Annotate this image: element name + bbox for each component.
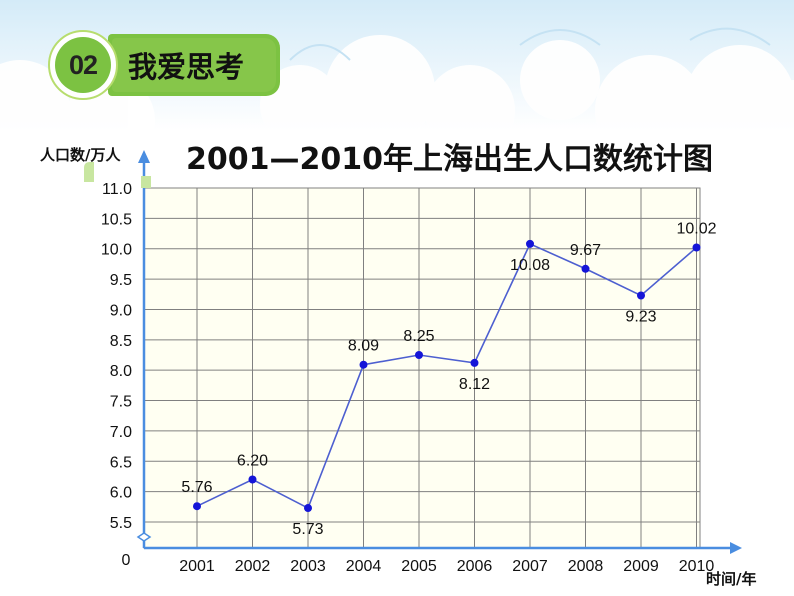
y-tick-label: 9.5	[110, 272, 132, 289]
y-tick-label: 11.0	[102, 181, 132, 198]
y-axis-label: 人口数/万人	[40, 146, 121, 164]
data-label: 5.76	[181, 479, 212, 496]
series-line	[196, 242, 698, 510]
x-tick-label: 2006	[457, 558, 493, 575]
section-number: 02	[68, 49, 98, 80]
data-point	[248, 475, 257, 484]
y-tick-label: 7.5	[110, 394, 132, 411]
x-tick-label: 2010	[679, 558, 715, 575]
y-tick-label: 8.0	[110, 363, 132, 380]
data-label: 9.67	[570, 242, 601, 259]
y-origin-label: 0	[122, 552, 131, 569]
data-label: 8.25	[403, 328, 434, 345]
data-label: 9.23	[625, 308, 656, 325]
data-point	[415, 351, 423, 359]
x-tick-label: 2001	[179, 558, 215, 575]
data-label: 5.73	[292, 521, 323, 538]
x-axis-arrow	[730, 542, 742, 554]
y-tick-label: 6.5	[110, 454, 132, 471]
section-label: 我爱思考	[128, 50, 245, 84]
x-tick-label: 2005	[401, 558, 437, 575]
section-number-circle: 02	[48, 30, 118, 100]
data-point	[581, 264, 590, 273]
y-tick-label: 7.0	[110, 424, 132, 441]
x-tick-label: 2002	[235, 558, 271, 575]
data-label: 8.12	[459, 376, 490, 393]
data-point	[359, 360, 368, 369]
data-label: 10.08	[510, 257, 550, 274]
x-tick-label: 2007	[512, 558, 548, 575]
y-tick-label: 5.5	[110, 515, 132, 532]
quote-mark-left	[84, 162, 94, 182]
y-axis-arrow	[138, 150, 150, 163]
data-point	[526, 239, 534, 248]
data-point	[193, 502, 201, 511]
data-label: 10.02	[676, 221, 716, 238]
data-point	[304, 504, 312, 513]
data-point	[637, 291, 645, 300]
data-label: 8.09	[348, 338, 379, 355]
x-tick-label: 2009	[623, 558, 659, 575]
plot-area	[143, 187, 701, 549]
data-label: 6.20	[237, 452, 268, 469]
chart-title: 2001—2010年上海出生人口数统计图	[186, 142, 713, 177]
y-tick-label: 6.0	[110, 485, 132, 502]
data-point	[692, 243, 701, 252]
x-tick-label: 2008	[568, 558, 604, 575]
y-tick-label: 9.0	[110, 302, 132, 319]
y-axis-break	[136, 532, 152, 542]
data-point	[470, 358, 479, 367]
x-axis-label: 时间/年	[706, 570, 757, 588]
y-tick-label: 10.5	[101, 211, 132, 228]
x-tick-label: 2004	[346, 558, 382, 575]
y-tick-label: 8.5	[110, 333, 132, 350]
y-tick-label: 10.0	[101, 242, 132, 259]
section-label-box: 我爱思考	[108, 34, 280, 96]
quote-mark-right	[141, 176, 151, 188]
x-tick-label: 2003	[290, 558, 326, 575]
section-badge: 我爱思考 02	[48, 30, 280, 102]
